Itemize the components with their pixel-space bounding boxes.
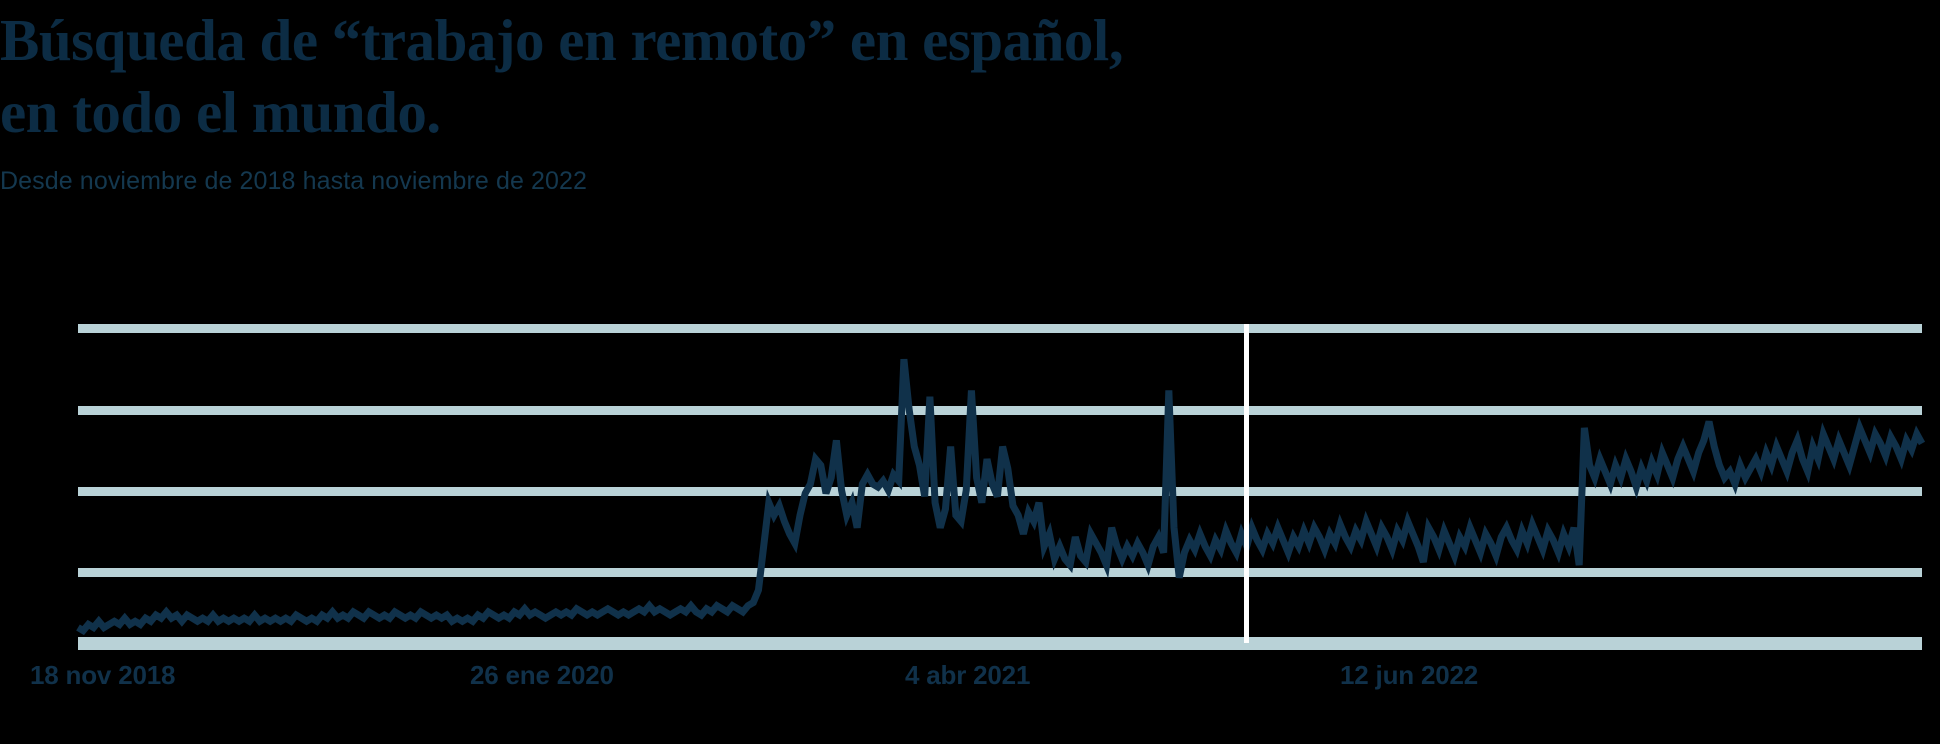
- x-axis-label-1: 26 ene 2020: [470, 660, 614, 690]
- series-line-trabajo-en-remoto: [76, 358, 1926, 636]
- line-chart: 18 nov 2018 26 ene 2020 4 abr 2021 12 ju…: [0, 240, 1940, 744]
- vertical-divider-line: [1244, 324, 1249, 643]
- x-axis-label-2: 4 abr 2021: [905, 660, 1031, 690]
- x-axis-labels: 18 nov 2018 26 ene 2020 4 abr 2021 12 ju…: [0, 660, 1940, 710]
- page-subtitle: Desde noviembre de 2018 hasta noviembre …: [0, 167, 588, 195]
- gridline-25: [78, 568, 1922, 577]
- gridline-75: [78, 406, 1922, 415]
- plot-area: [76, 240, 1926, 652]
- x-axis-label-3: 12 jun 2022: [1340, 660, 1478, 690]
- gridline-100: [78, 324, 1922, 333]
- page-title: Búsqueda de “trabajo en remoto” en españ…: [0, 7, 1124, 145]
- x-axis-label-0: 18 nov 2018: [30, 660, 176, 690]
- gridline-0-baseline: [78, 637, 1922, 650]
